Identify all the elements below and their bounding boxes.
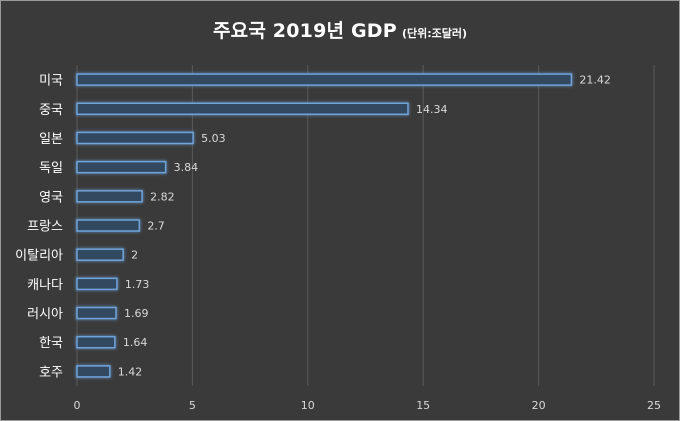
x-tick-label: 10 <box>301 399 315 412</box>
bar <box>76 131 194 145</box>
x-tick-label: 15 <box>416 399 430 412</box>
category-label: 독일 <box>39 161 63 176</box>
bar-value-label: 1.69 <box>124 307 149 320</box>
bar <box>76 277 118 291</box>
bar-value-label: 1.73 <box>125 278 150 291</box>
category-label: 한국 <box>39 336 63 351</box>
category-label: 일본 <box>39 132 63 147</box>
x-tick-label: 0 <box>74 399 81 412</box>
category-label: 이탈리아 <box>15 249 63 264</box>
bar-value-label: 1.64 <box>123 336 148 349</box>
bars <box>76 73 573 378</box>
x-tick-label: 25 <box>647 399 661 412</box>
x-tick-label: 20 <box>532 399 546 412</box>
bar <box>76 73 573 86</box>
x-axis-tick-labels: 0 5 10 15 20 25 <box>74 399 662 412</box>
category-label: 프랑스 <box>27 220 63 235</box>
category-label: 캐나다 <box>27 278 63 293</box>
gridlines <box>76 65 655 386</box>
bar-value-label: 2.7 <box>147 220 165 233</box>
bar-value-label: 5.03 <box>201 132 226 145</box>
category-label: 미국 <box>39 74 63 89</box>
bar <box>76 160 167 174</box>
bar <box>76 219 141 232</box>
category-label: 러시아 <box>27 307 63 322</box>
x-tick-label: 5 <box>189 399 196 412</box>
category-label: 영국 <box>39 190 63 205</box>
bar-value-label: 14.34 <box>416 103 448 116</box>
chart-subtitle: (단위:조달러) <box>401 27 468 40</box>
bar <box>76 335 116 349</box>
value-labels: 21.42 14.34 5.03 3.84 2.82 2.7 2 1.73 1.69 1.64 1.… <box>118 74 611 379</box>
category-label: 중국 <box>39 103 63 118</box>
bar-value-label: 2 <box>131 249 138 262</box>
bar <box>76 102 409 116</box>
chart-title: 주요국 2019년 GDP <box>212 20 397 42</box>
category-label: 호주 <box>39 365 63 380</box>
bar <box>76 248 124 261</box>
bar-value-label: 1.42 <box>118 365 142 378</box>
bar-value-label: 2.82 <box>150 190 175 203</box>
bar-value-label: 3.84 <box>174 161 199 174</box>
bar <box>76 365 111 378</box>
bar <box>76 190 143 203</box>
bar <box>76 306 117 320</box>
bar-value-label: 21.42 <box>579 74 611 87</box>
chart-title-block: 주요국 2019년 GDP (단위:조달러) <box>0 16 680 43</box>
